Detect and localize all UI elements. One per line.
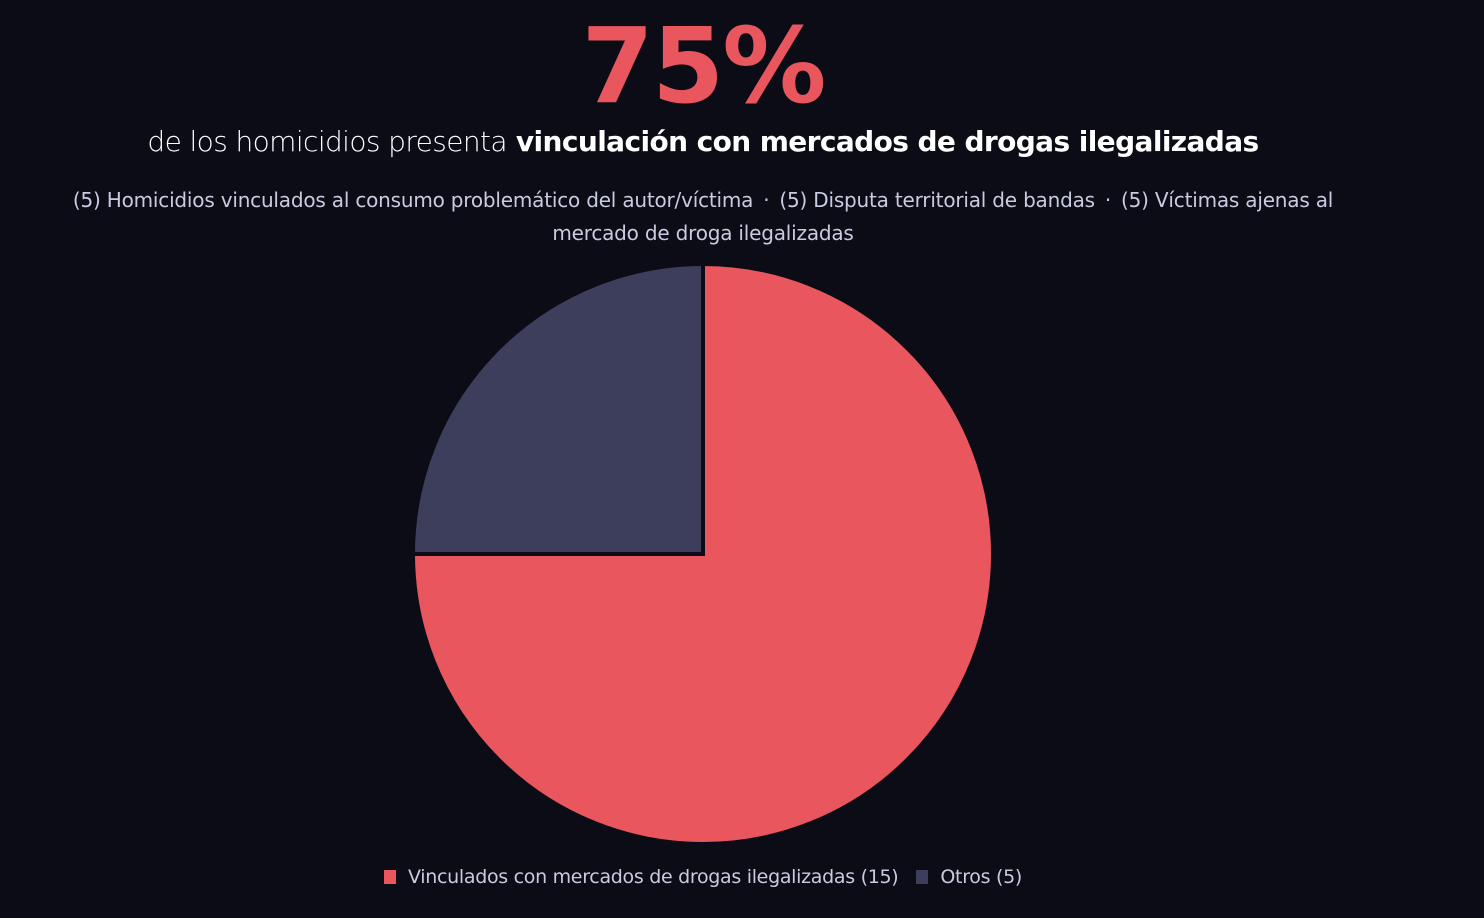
pie-slice-0[interactable] [410, 261, 995, 846]
breakdown-separator: · [1104, 188, 1112, 212]
breakdown-line: (5) Homicidios vinculados al consumo pro… [70, 184, 1336, 250]
headline-percentage: 75% [581, 5, 827, 127]
legend-swatch [384, 870, 397, 884]
legend-label: Otros (5) [940, 866, 1022, 888]
breakdown-item: (5) Víctimas ajenas al mercado de droga … [552, 188, 1334, 245]
breakdown-item: (5) Disputa territorial de bandas [779, 188, 1095, 212]
headline-subtitle: de los homicidios presenta vinculación c… [0, 122, 1406, 162]
legend-item-1[interactable]: Otros (5) [916, 862, 1022, 892]
legend-label: Vinculados con mercados de drogas ilegal… [408, 866, 899, 888]
breakdown-item: (5) Homicidios vinculados al consumo pro… [72, 188, 754, 212]
legend-item-0[interactable]: Vinculados con mercados de drogas ilegal… [384, 862, 899, 892]
chart-legend: Vinculados con mercados de drogas ilegal… [0, 862, 1406, 892]
breakdown-separator: · [763, 188, 770, 212]
subtitle-prefix: de los homicidios presenta [147, 125, 507, 158]
pie-slice-1[interactable] [410, 261, 705, 556]
legend-swatch [916, 870, 929, 884]
subtitle-emphasis: vinculación con mercados de drogas ilega… [515, 125, 1259, 158]
